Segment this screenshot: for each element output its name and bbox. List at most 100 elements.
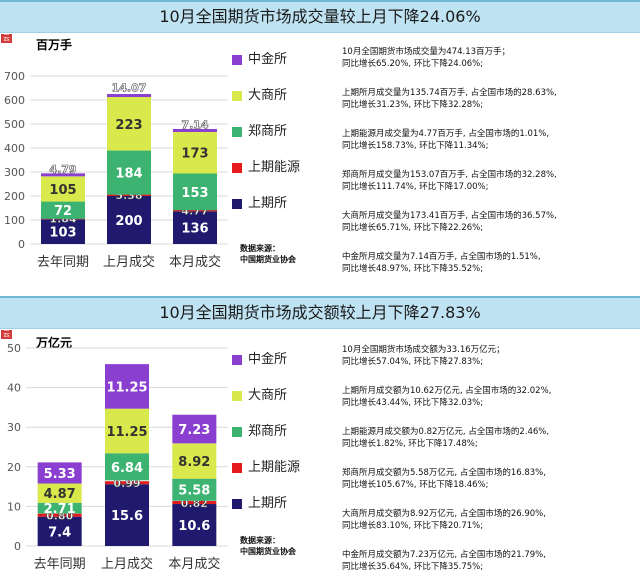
legend-label: 郑商所	[248, 424, 288, 439]
data-label: 4.87	[44, 487, 76, 502]
bar-segment	[173, 131, 217, 174]
data-label: 11.25	[106, 380, 147, 395]
data-label: 8.92	[178, 455, 210, 470]
data-label: 4.79	[49, 163, 76, 176]
note-paragraph: 10月全国期货市场成交额为33.16万亿元； 同比增长57.04%, 环比下降27…	[342, 344, 640, 368]
data-label: 105	[49, 183, 76, 198]
note-line: 同比增长65.20%, 环比下降24.06%;	[342, 59, 484, 69]
note-line: 同比增长31.23%, 环比下降32.28%;	[342, 100, 484, 110]
note-line: 10月全国期货市场成交量为474.13百万手；	[342, 47, 511, 57]
legend-swatch	[232, 91, 242, 101]
bar-segment	[37, 502, 82, 514]
data-label: 7.23	[178, 423, 210, 438]
volume-unit-label: 百万手	[36, 38, 73, 52]
source-name: 中国期货业协会	[240, 547, 296, 556]
note-paragraph: 上期能源月成交额为0.82万亿元, 占全国市场的2.46%, 同比增长1.82%,…	[342, 426, 640, 450]
source-label: 数据来源：	[240, 536, 280, 545]
data-label: 11.25	[106, 425, 147, 440]
note-paragraph: 中金所月成交量为7.14百万手, 占全国市场的1.51%, 同比增长48.97%,…	[342, 251, 640, 275]
data-label: 6.84	[111, 461, 143, 476]
data-label: 103	[49, 226, 76, 241]
bar-segment	[37, 516, 82, 546]
legend-swatch	[232, 127, 242, 137]
legend-label: 大商所	[248, 388, 288, 403]
note-line: 中金所月成交量为7.14百万手, 占全国市场的1.51%,	[342, 252, 541, 262]
bar-segment	[37, 462, 82, 484]
data-label: 136	[181, 222, 208, 237]
note-line: 郑商所月成交额为5.58万亿元, 占全国市场的16.83%,	[342, 468, 546, 478]
y-tick-label: 400	[4, 142, 25, 155]
bar-segment	[172, 504, 217, 546]
data-label: 14.07	[112, 82, 147, 95]
note-paragraph: 大商所月成交额为8.92万亿元, 占全国市场的26.90%, 同比增长83.10%…	[342, 508, 640, 532]
bar-segment	[105, 408, 149, 454]
legend-swatch	[232, 499, 242, 509]
bar-segment	[37, 513, 82, 517]
y-tick-label: 40	[7, 382, 21, 395]
note-line: 上期能源月成交额为0.82万亿元, 占全国市场的2.46%,	[342, 427, 550, 437]
bar-segment	[173, 128, 217, 132]
note-line: 同比增长57.04%, 环比下降27.83%;	[342, 357, 484, 367]
legend-label: 上期所	[248, 496, 288, 511]
note-line: 郑商所月成交量为153.07百万手, 占全国市场的32.28%,	[342, 170, 557, 180]
y-tick-label: 100	[4, 214, 25, 227]
note-line: 上期所月成交额为10.62万亿元, 占全国市场的32.02%,	[342, 386, 552, 396]
bar-segment	[105, 364, 149, 409]
note-paragraph: 大商所月成交量为173.41百万手, 占全国市场的36.57%, 同比增长65.7…	[342, 210, 640, 234]
note-line: 同比增长43.44%, 环比下降32.03%;	[342, 398, 484, 408]
data-label: 184	[115, 167, 142, 182]
note-line: 同比增长83.10%, 环比下降20.71%;	[342, 521, 484, 531]
bar-segment	[173, 211, 217, 244]
bar-segment	[172, 501, 217, 505]
note-line: 上期能源月成交量为4.77百万手, 占全国市场的1.01%,	[342, 129, 550, 139]
legend-label: 郑商所	[248, 124, 288, 139]
note-line: 大商所月成交额为8.92万亿元, 占全国市场的26.90%,	[342, 509, 546, 519]
data-label: 10.6	[178, 519, 210, 534]
y-tick-label: 700	[4, 70, 25, 83]
legend-swatch	[232, 427, 242, 437]
bar-segment	[172, 414, 217, 444]
bar-segment	[41, 176, 85, 202]
bar-segment	[37, 483, 82, 503]
legend-label: 中金所	[248, 352, 288, 367]
note-paragraph: 郑商所月成交量为153.07百万手, 占全国市场的32.28%, 同比增长111.…	[342, 169, 640, 193]
note-line: 同比增长1.82%, 环比下降17.48%;	[342, 439, 478, 449]
data-label: 7.4	[48, 525, 71, 540]
legend-swatch	[232, 199, 242, 209]
legend-label: 大商所	[248, 88, 288, 103]
volume-source: 数据来源： 中国期货业协会	[240, 243, 296, 265]
legend-label: 上期所	[248, 196, 288, 211]
bar-segment	[107, 196, 151, 244]
y-tick-label: 0	[14, 540, 21, 553]
legend-swatch	[232, 163, 242, 173]
data-label: 173	[181, 147, 208, 162]
bar-segment	[172, 478, 217, 501]
note-line: 同比增长35.64%, 环比下降35.75%;	[342, 562, 484, 572]
note-line: 同比增长48.97%, 环比下降35.52%;	[342, 264, 484, 274]
turnover-chart: 010203040507.40.802.714.875.33去年同期15.60.…	[7, 342, 228, 572]
x-tick-label: 本月成交	[169, 254, 221, 270]
data-label: 2.71	[44, 502, 76, 517]
turnover-unit-label: 万亿元	[36, 336, 73, 350]
logo-badge: 云	[1, 330, 12, 339]
y-tick-label: 30	[7, 421, 21, 434]
note-line: 同比增长65.71%, 环比下降22.26%;	[342, 223, 484, 233]
source-name: 中国期货业协会	[240, 255, 296, 264]
legend-label: 上期能源	[248, 460, 301, 475]
data-label: 5.58	[178, 484, 210, 499]
note-paragraph: 上期所月成交量为135.74百万手, 占全国市场的28.63%, 同比增长31.2…	[342, 87, 640, 111]
volume-legend: 中金所 大商所 郑商所 上期能源 上期所	[232, 52, 322, 222]
data-label: 0.99	[113, 477, 140, 490]
data-label: 200	[115, 214, 142, 229]
turnover-title: 10月全国期货市场成交额较上月下降27.83%	[0, 296, 640, 329]
note-paragraph: 上期能源月成交量为4.77百万手, 占全国市场的1.01%, 同比增长158.73…	[342, 128, 640, 152]
bar-segment	[107, 150, 151, 195]
bar-segment	[105, 484, 149, 546]
source-label: 数据来源：	[240, 244, 280, 253]
bar-segment	[41, 219, 85, 244]
note-line: 同比增长105.67%, 环比下降18.46%;	[342, 480, 489, 490]
turnover-legend: 中金所大商所郑商所上期能源上期所	[232, 352, 322, 522]
y-tick-label: 10	[7, 500, 21, 513]
y-tick-label: 0	[18, 238, 25, 251]
bar-segment	[173, 173, 217, 211]
